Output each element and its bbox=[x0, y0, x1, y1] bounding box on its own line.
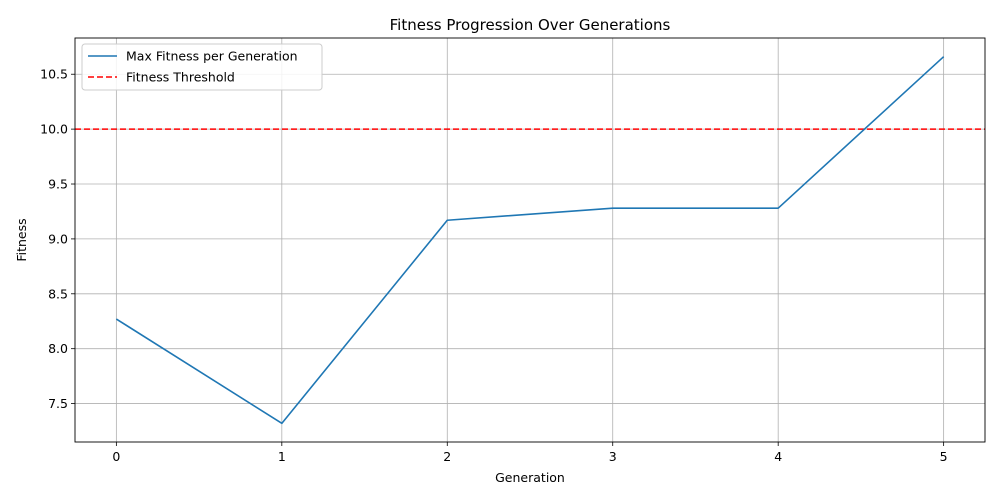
y-tick-label: 9.5 bbox=[48, 177, 68, 192]
legend-label-max-fitness: Max Fitness per Generation bbox=[126, 49, 298, 64]
y-tick-label: 10.5 bbox=[40, 67, 68, 82]
x-tick-label: 2 bbox=[443, 449, 451, 464]
max-fitness-series-line bbox=[115, 56, 945, 425]
x-tick-label: 4 bbox=[774, 449, 782, 464]
x-axis-ticks: 0 1 2 3 4 5 bbox=[112, 442, 948, 464]
y-tick-label: 10.0 bbox=[40, 122, 68, 137]
y-tick-label: 7.5 bbox=[48, 396, 68, 411]
series-lines bbox=[115, 56, 945, 425]
y-tick-label: 8.0 bbox=[48, 341, 68, 356]
chart-title: Fitness Progression Over Generations bbox=[390, 16, 671, 34]
x-tick-label: 5 bbox=[940, 449, 948, 464]
x-tick-label: 3 bbox=[609, 449, 617, 464]
x-tick-label: 0 bbox=[112, 449, 120, 464]
y-axis-label: Fitness bbox=[14, 218, 29, 261]
y-tick-label: 9.0 bbox=[48, 231, 68, 246]
legend-box bbox=[81, 43, 323, 91]
legend: Max Fitness per Generation Fitness Thres… bbox=[81, 43, 323, 91]
x-tick-label: 1 bbox=[278, 449, 286, 464]
x-axis-label: Generation bbox=[495, 470, 565, 485]
plot-frame bbox=[74, 37, 986, 443]
legend-label-threshold: Fitness Threshold bbox=[126, 70, 235, 85]
y-axis-ticks: 7.5 8.0 8.5 9.0 9.5 10.0 10.5 bbox=[40, 67, 75, 411]
grid bbox=[75, 38, 985, 442]
y-tick-label: 8.5 bbox=[48, 286, 68, 301]
